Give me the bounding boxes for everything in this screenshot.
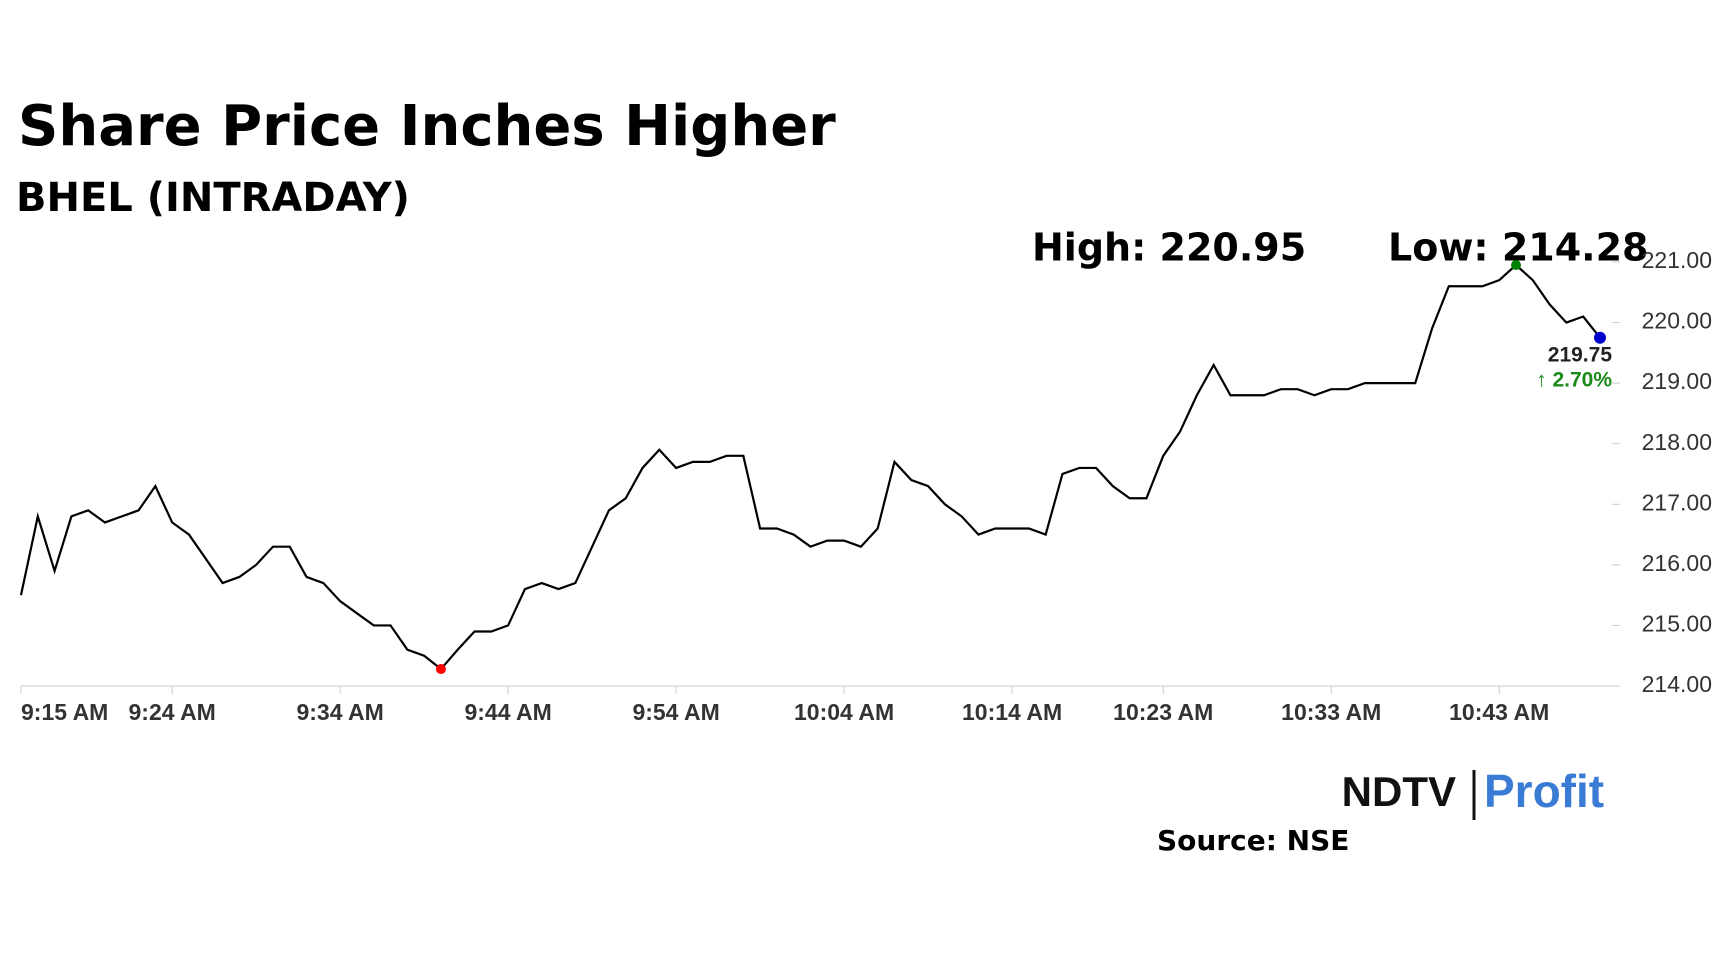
last-marker (1594, 331, 1606, 344)
x-tick-label: 9:24 AM (129, 699, 216, 725)
y-tick-label: 219.00 (1642, 368, 1712, 394)
x-tick-label: 10:23 AM (1113, 699, 1213, 725)
x-tick-label: 9:44 AM (464, 699, 551, 725)
chart-subtitle: BHEL (INTRADAY) (16, 175, 410, 221)
last-price: 219.75 (1548, 344, 1613, 367)
change-percent: ↑ 2.70% (1536, 369, 1612, 392)
y-tick-label: 221.00 (1642, 247, 1712, 273)
y-tick-label: 215.00 (1642, 611, 1712, 637)
price-line (19, 263, 1601, 671)
x-tick-label: 10:33 AM (1281, 699, 1381, 725)
brand-ndtv: NDTV (1342, 768, 1456, 815)
high-marker (1511, 260, 1522, 271)
low-marker (435, 664, 446, 675)
x-tick-label: 9:15 AM (21, 699, 108, 725)
brand-profit: Profit (1484, 765, 1604, 817)
y-tick-label: 220.00 (1642, 308, 1712, 334)
y-tick-label: 217.00 (1642, 489, 1712, 515)
high-annotation: High: 220.95 (1032, 226, 1306, 270)
y-tick-label: 214.00 (1642, 671, 1712, 697)
x-tick-label: 10:04 AM (794, 699, 894, 725)
source-note: Source: NSE (1157, 824, 1349, 857)
x-tick-label: 9:34 AM (296, 699, 383, 725)
y-tick-label: 216.00 (1642, 550, 1712, 576)
x-tick-label: 9:54 AM (632, 699, 719, 725)
y-tick-label: 218.00 (1642, 429, 1712, 455)
x-tick-label: 10:43 AM (1449, 699, 1549, 725)
x-tick-label: 10:14 AM (962, 699, 1062, 725)
chart-title: Share Price Inches Higher (18, 94, 836, 159)
